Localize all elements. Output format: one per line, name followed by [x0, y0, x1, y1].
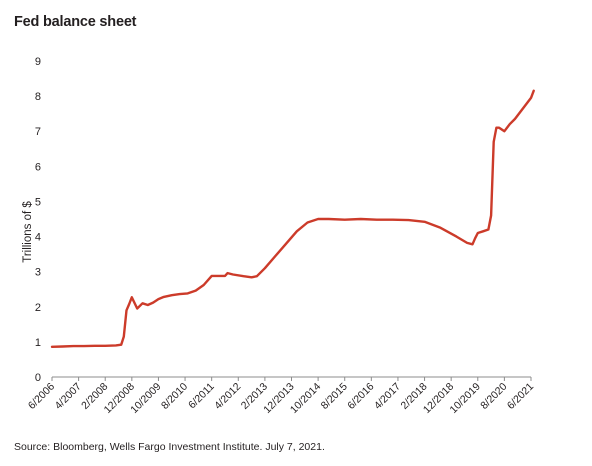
- x-tick-label: 6/2016: [345, 381, 376, 412]
- x-tick-label: 4/2017: [372, 381, 403, 412]
- y-tick-label: 2: [35, 302, 41, 314]
- x-tick-label: 4/2007: [53, 381, 84, 412]
- y-tick-label: 1: [35, 337, 41, 349]
- y-tick-label: 0: [35, 372, 41, 384]
- y-tick-label: 3: [35, 267, 41, 279]
- source-note: Source: Bloomberg, Wells Fargo Investmen…: [14, 441, 325, 453]
- y-tick-label: 9: [35, 56, 41, 68]
- y-tick-label: 8: [35, 91, 41, 103]
- x-tick-label: 6/2006: [26, 381, 57, 412]
- x-tick-label: 4/2012: [212, 381, 243, 412]
- x-tick-label: 8/2010: [159, 381, 190, 412]
- x-axis: 6/20064/20072/200812/200810/20098/20106/…: [26, 376, 536, 416]
- y-tick-label: 7: [35, 126, 41, 138]
- y-axis-label: Trillions of $: [22, 201, 34, 263]
- y-tick-label: 4: [35, 232, 41, 244]
- x-tick-label: 8/2015: [319, 381, 350, 412]
- series-line: [50, 89, 535, 348]
- x-tick-label: 8/2020: [478, 381, 509, 412]
- x-tick-label: 6/2021: [505, 381, 536, 412]
- y-tick-label: 5: [35, 196, 41, 208]
- y-tick-label: 6: [35, 161, 41, 173]
- y-axis: 0 1 2 3 4 5 6 7 8 9: [35, 56, 41, 384]
- chart-title: Fed balance sheet: [14, 14, 137, 30]
- x-tick-label: 6/2011: [186, 381, 217, 412]
